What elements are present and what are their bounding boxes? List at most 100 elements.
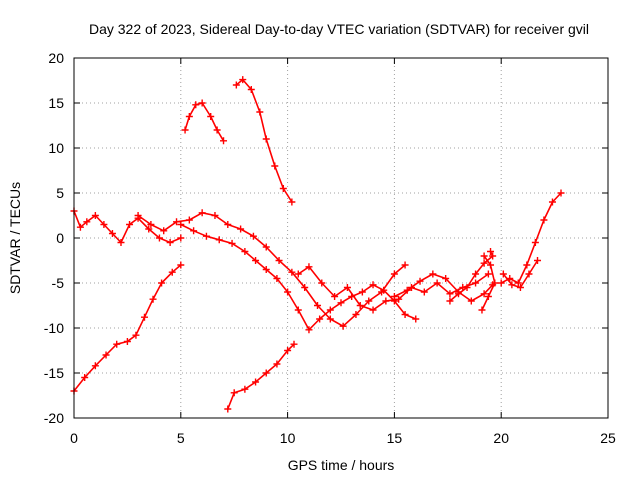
data-point	[352, 311, 360, 318]
data-point	[534, 257, 542, 264]
data-point	[380, 286, 388, 294]
data-point	[489, 252, 497, 260]
series-track-a	[70, 207, 185, 246]
data-point	[514, 279, 522, 287]
data-point	[252, 257, 260, 264]
series-line	[180, 223, 417, 331]
data-point	[472, 270, 480, 278]
data-point	[478, 306, 486, 314]
x-tick-label: 15	[387, 430, 403, 446]
data-point	[155, 234, 163, 242]
y-tick-label: -15	[44, 365, 64, 381]
data-point	[403, 286, 411, 294]
data-point	[220, 137, 228, 145]
data-point	[177, 221, 185, 228]
data-point	[192, 101, 200, 109]
data-point	[160, 227, 168, 235]
data-point	[271, 162, 279, 170]
data-point	[326, 306, 334, 314]
data-point	[256, 108, 264, 116]
data-point	[472, 279, 480, 287]
data-point	[198, 99, 206, 107]
data-point	[190, 227, 198, 235]
data-point	[301, 284, 309, 291]
series-track-k	[478, 252, 499, 314]
data-point	[185, 113, 193, 120]
data-point	[207, 113, 215, 120]
data-point	[395, 295, 403, 303]
data-point	[294, 306, 302, 314]
data-point	[81, 374, 89, 381]
data-point	[123, 338, 131, 345]
y-tick-label: 20	[48, 50, 64, 66]
data-point	[484, 270, 492, 278]
data-point	[540, 216, 548, 224]
data-point	[487, 261, 495, 269]
data-point	[548, 198, 556, 206]
data-point	[369, 281, 377, 289]
data-point	[275, 257, 283, 264]
data-point	[228, 239, 236, 247]
data-point	[288, 198, 296, 206]
data-point	[91, 212, 99, 219]
data-point	[369, 306, 377, 314]
data-point	[262, 135, 270, 143]
data-point	[252, 378, 260, 386]
data-point	[202, 232, 210, 240]
y-tick-label: 5	[56, 185, 64, 201]
data-point	[467, 297, 475, 305]
data-point	[316, 315, 324, 323]
series-track-g	[177, 221, 420, 334]
data-point	[262, 243, 270, 251]
data-point	[480, 290, 488, 298]
data-point	[215, 236, 223, 244]
data-point	[446, 297, 454, 305]
data-point	[525, 270, 533, 278]
data-point	[211, 212, 219, 219]
x-tick-label: 10	[280, 430, 296, 446]
data-point	[390, 293, 398, 300]
data-point	[337, 299, 345, 307]
data-point	[508, 281, 516, 289]
data-point	[487, 248, 495, 255]
series-line	[297, 265, 490, 311]
data-point	[230, 389, 238, 397]
series-track-d	[232, 76, 296, 206]
series-track-b	[70, 261, 185, 395]
y-tick-label: -10	[44, 320, 64, 336]
series-line	[227, 343, 295, 410]
data-point	[158, 279, 166, 287]
data-point	[241, 248, 249, 255]
data-point	[181, 126, 189, 134]
data-point	[412, 315, 420, 323]
data-point	[442, 275, 450, 282]
data-point	[499, 270, 507, 278]
data-point	[433, 279, 441, 287]
data-point	[177, 234, 185, 242]
series-line	[73, 264, 182, 392]
data-point	[382, 297, 390, 305]
data-point	[140, 313, 148, 321]
data-point	[318, 279, 326, 287]
data-series	[70, 76, 565, 413]
data-point	[454, 290, 462, 298]
data-point	[149, 295, 157, 303]
data-point	[177, 261, 185, 269]
y-tick-label: 15	[48, 95, 64, 111]
data-point	[305, 263, 313, 271]
series-track-m	[499, 257, 542, 291]
data-point	[314, 302, 322, 309]
data-point	[288, 268, 296, 276]
data-point	[273, 360, 281, 368]
data-point	[239, 76, 247, 84]
y-tick-label: 0	[56, 230, 64, 246]
data-point	[491, 279, 499, 287]
data-point	[134, 212, 142, 219]
data-point	[326, 315, 334, 323]
series-track-e	[224, 340, 298, 413]
data-point	[294, 270, 302, 278]
data-point	[429, 270, 437, 278]
data-point	[237, 225, 245, 233]
series-track-f	[134, 209, 409, 330]
